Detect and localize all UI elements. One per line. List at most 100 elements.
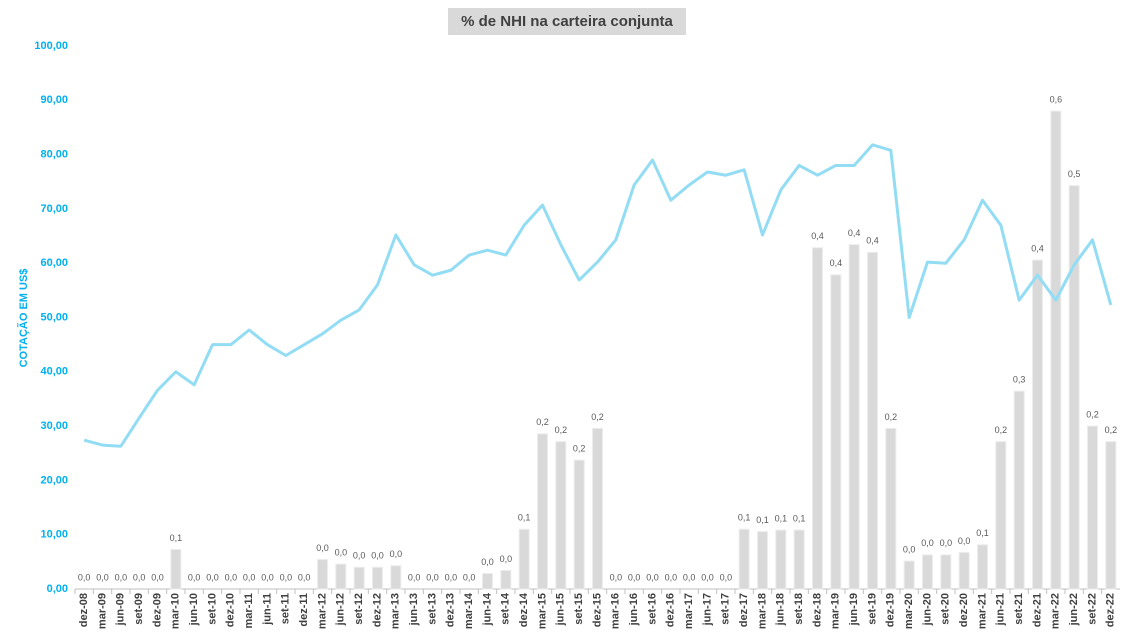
bar-value-label: 0,4 [830, 258, 843, 268]
bar-value-label: 0,1 [793, 513, 806, 523]
bar-value-label: 0,0 [225, 572, 238, 582]
y-tick-label: 0,00 [47, 583, 68, 595]
bar-value-label: 0,4 [1031, 243, 1044, 253]
bar [812, 247, 823, 590]
bar [317, 559, 328, 590]
x-tick-label: set-13 [426, 593, 438, 625]
x-tick-label: jun-09 [115, 593, 127, 626]
bar-value-label: 0,0 [701, 572, 714, 582]
x-tick-label: jun-11 [261, 593, 273, 626]
y-tick-label: 70,00 [40, 203, 68, 215]
y-tick-label: 20,00 [40, 474, 68, 486]
bar [390, 565, 402, 590]
x-tick-label: dez-11 [298, 593, 310, 627]
x-tick-label: dez-18 [811, 593, 823, 627]
bar [903, 560, 915, 590]
x-tick-label: mar-16 [610, 593, 622, 629]
bar [1050, 110, 1062, 590]
bar [738, 528, 750, 590]
bar [1013, 390, 1025, 590]
y-tick-label: 90,00 [40, 94, 68, 106]
bar-value-label: 0,2 [995, 425, 1008, 435]
bar-value-label: 0,2 [555, 425, 568, 435]
x-tick-label: set-17 [720, 593, 732, 625]
x-tick-label: dez-19 [885, 593, 897, 627]
x-tick-label: set-15 [573, 593, 585, 625]
bar [1068, 185, 1080, 590]
bar-value-label: 0,0 [206, 572, 219, 582]
bar-value-label: 0,0 [426, 572, 439, 582]
x-tick-label: mar-18 [756, 593, 768, 629]
x-tick-label: mar-11 [243, 593, 255, 628]
bar-value-label: 0,0 [96, 572, 109, 582]
x-tick-label: set-20 [940, 593, 952, 625]
bar-value-label: 0,0 [151, 572, 164, 582]
bar [793, 529, 805, 590]
bar [977, 544, 988, 590]
bar [775, 529, 787, 590]
bar [353, 566, 365, 590]
bar-value-label: 0,0 [371, 551, 384, 561]
x-tick-label: set-12 [353, 593, 365, 625]
bar-value-label: 0,6 [1050, 95, 1063, 105]
bar-value-label: 0,0 [683, 572, 696, 582]
bar-value-label: 0,0 [243, 572, 256, 582]
x-tick-label: mar-14 [463, 592, 475, 629]
bar-value-label: 0,0 [280, 572, 293, 582]
bar-value-label: 0,0 [463, 572, 476, 582]
y-tick-label: 50,00 [40, 311, 68, 323]
bar-value-label: 0,1 [170, 533, 183, 543]
bar [592, 427, 603, 590]
bar [885, 427, 897, 590]
x-tick-label: set-14 [500, 592, 512, 625]
x-tick-label: dez-16 [665, 593, 677, 627]
x-tick-label: mar-09 [96, 593, 108, 629]
bar [518, 528, 530, 590]
bar [1105, 441, 1117, 590]
x-tick-label: mar-12 [316, 593, 328, 629]
x-tick-label: mar-15 [536, 593, 548, 629]
bar [537, 433, 548, 590]
x-tick-label: jun-15 [555, 593, 567, 626]
bar-value-label: 0,0 [958, 536, 971, 546]
bar-value-label: 0,3 [1013, 375, 1026, 385]
bar-value-label: 0,0 [500, 554, 513, 564]
bar-value-label: 0,0 [921, 538, 934, 548]
bar-value-label: 0,0 [610, 572, 623, 582]
bar [170, 548, 182, 590]
bar-value-label: 0,0 [628, 572, 641, 582]
bar-value-label: 0,4 [848, 228, 861, 238]
bar-value-label: 0,0 [720, 572, 733, 582]
bar-value-label: 0,0 [481, 557, 494, 567]
bar-value-label: 0,1 [738, 513, 751, 523]
y-tick-label: 80,00 [40, 149, 68, 161]
bar-value-label: 0,0 [78, 572, 91, 582]
bar-value-label: 0,0 [903, 544, 916, 554]
bar-value-label: 0,4 [866, 236, 879, 246]
x-tick-label: jun-14 [481, 592, 493, 626]
x-tick-label: set-19 [866, 593, 878, 625]
y-tick-label: 100,00 [34, 40, 68, 52]
bar-value-label: 0,0 [261, 572, 274, 582]
x-tick-label: dez-14 [518, 592, 530, 627]
x-tick-label: dez-15 [591, 593, 603, 627]
x-tick-label: jun-21 [995, 593, 1007, 626]
x-tick-label: set-22 [1086, 593, 1098, 625]
bar-value-label: 0,4 [811, 231, 824, 241]
bar [867, 251, 878, 590]
bar-value-label: 0,0 [115, 572, 128, 582]
bar-value-label: 0,0 [390, 549, 403, 559]
bar [335, 563, 347, 590]
x-tick-label: dez-10 [225, 593, 237, 627]
y-tick-label: 40,00 [40, 366, 68, 378]
bar-value-label: 0,0 [940, 538, 953, 548]
bar-value-label: 0,0 [316, 543, 329, 553]
x-tick-label: mar-19 [830, 593, 842, 629]
bar-value-label: 0,0 [445, 572, 458, 582]
line [83, 143, 1113, 448]
bar [958, 552, 970, 590]
x-tick-label: dez-13 [445, 593, 457, 627]
x-tick-label: jun-22 [1068, 593, 1080, 626]
y-tick-label: 60,00 [40, 257, 68, 269]
